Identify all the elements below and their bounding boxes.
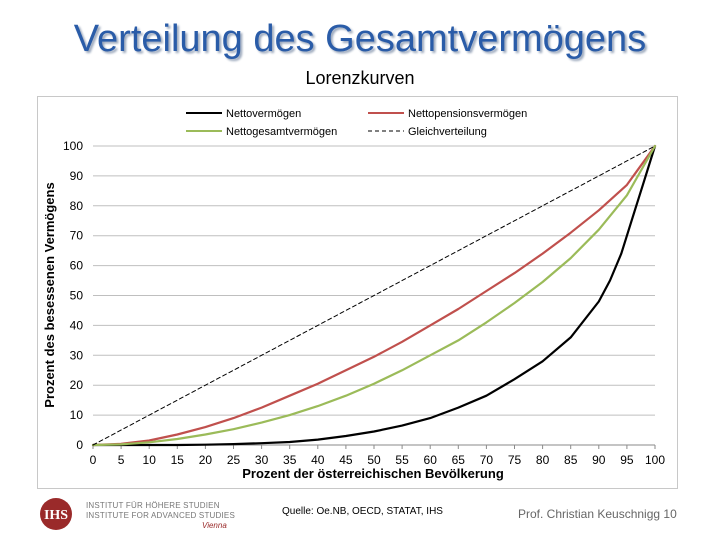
- footer-author: Prof. Christian Keuschnigg 10: [518, 507, 677, 521]
- grid-layer: [92, 145, 656, 449]
- x-tick-label: 55: [395, 453, 409, 467]
- chart-subtitle: Lorenzkurven: [305, 68, 415, 88]
- x-tick-label: 75: [508, 453, 522, 467]
- x-tick-label: 90: [592, 453, 606, 467]
- legend-gleichverteilung: Gleichverteilung: [368, 126, 487, 138]
- x-tick-label: 0: [90, 453, 97, 467]
- y-tick-label: 10: [70, 408, 84, 422]
- x-tick-label: 65: [452, 453, 466, 467]
- ihs-logo: IHS INSTITUT FÜR HÖHERE STUDIEN INSTITUT…: [36, 496, 236, 532]
- series-gleichverteilung-line: [92, 145, 656, 446]
- x-tick-label: 30: [255, 453, 269, 467]
- x-tick-label: 85: [564, 453, 578, 467]
- x-tick-label: 20: [199, 453, 213, 467]
- slide-title: Verteilung des Gesamtvermögens: [73, 18, 647, 60]
- ihs-logo-mark: IHS: [40, 498, 72, 530]
- legend-label: Gleichverteilung: [408, 126, 487, 138]
- x-tick-label: 15: [171, 453, 185, 467]
- x-tick-label: 35: [283, 453, 297, 467]
- y-tick-label: 40: [70, 318, 84, 332]
- series-nettopensionsvermoegen-line: [91, 144, 657, 447]
- y-tick-label: 90: [70, 169, 84, 183]
- logo-line-2: INSTITUTE FOR ADVANCED STUDIES: [86, 511, 235, 520]
- y-tick-label: 80: [70, 199, 84, 213]
- x-tick-label: 50: [367, 453, 381, 467]
- series-layer: [91, 144, 657, 447]
- legend-nettogesamtvermoegen: Nettogesamtvermögen: [186, 126, 337, 138]
- logo-line-1: INSTITUT FÜR HÖHERE STUDIEN: [86, 501, 220, 510]
- legend-nettovermoegen: Nettovermögen: [186, 108, 301, 120]
- x-tick-label: 80: [536, 453, 550, 467]
- x-tick-label: 25: [227, 453, 241, 467]
- logo-city: Vienna: [202, 521, 227, 530]
- y-tick-label: 60: [70, 259, 84, 273]
- y-axis-label: Prozent des besessenen Vermögens: [42, 182, 57, 407]
- legend-layer: Nettovermögen Nettopensionsvermögen Nettog…: [186, 108, 527, 138]
- series-nettovermoegen-line: [91, 144, 657, 447]
- legend-nettopensionsvermoegen: Nettopensionsvermögen: [368, 108, 527, 120]
- y-tick-label: 20: [70, 378, 84, 392]
- x-tick-label: 100: [645, 453, 665, 467]
- y-tick-label: 100: [63, 139, 83, 153]
- chart-frame: 0 10 20 30 40 50 60 70 80 90 100 0 5 10 15 20 25 30 35 40 45…: [37, 96, 678, 489]
- lorenz-chart: 0 10 20 30 40 50 60 70 80 90 100 0 5 10 15 20 25 30 35 40 45…: [42, 108, 665, 481]
- x-tick-label: 45: [339, 453, 353, 467]
- legend-label: Nettovermögen: [226, 108, 301, 120]
- source-note: Quelle: Oe.NB, OECD, STATAT, IHS: [282, 506, 443, 517]
- ihs-logo-acronym: IHS: [44, 508, 68, 523]
- x-tick-label: 40: [311, 453, 325, 467]
- x-tick-label: 60: [424, 453, 438, 467]
- y-tick-label: 0: [76, 438, 83, 452]
- x-tick-label: 5: [118, 453, 125, 467]
- series-nettogesamtvermoegen-line: [91, 144, 657, 447]
- legend-label: Nettogesamtvermögen: [226, 126, 337, 138]
- x-tick-label: 10: [143, 453, 157, 467]
- y-tick-label: 70: [70, 229, 84, 243]
- x-tick-label: 95: [620, 453, 634, 467]
- y-tick-label: 50: [70, 289, 84, 303]
- legend-label: Nettopensionsvermögen: [408, 108, 527, 120]
- x-tick-label: 70: [480, 453, 494, 467]
- tick-layer: 0 10 20 30 40 50 60 70 80 90 100 0 5 10 15 20 25 30 35 40 45…: [63, 139, 665, 467]
- y-tick-label: 30: [70, 348, 84, 362]
- x-axis-label: Prozent der österreichischen Bevölkerung: [242, 466, 504, 481]
